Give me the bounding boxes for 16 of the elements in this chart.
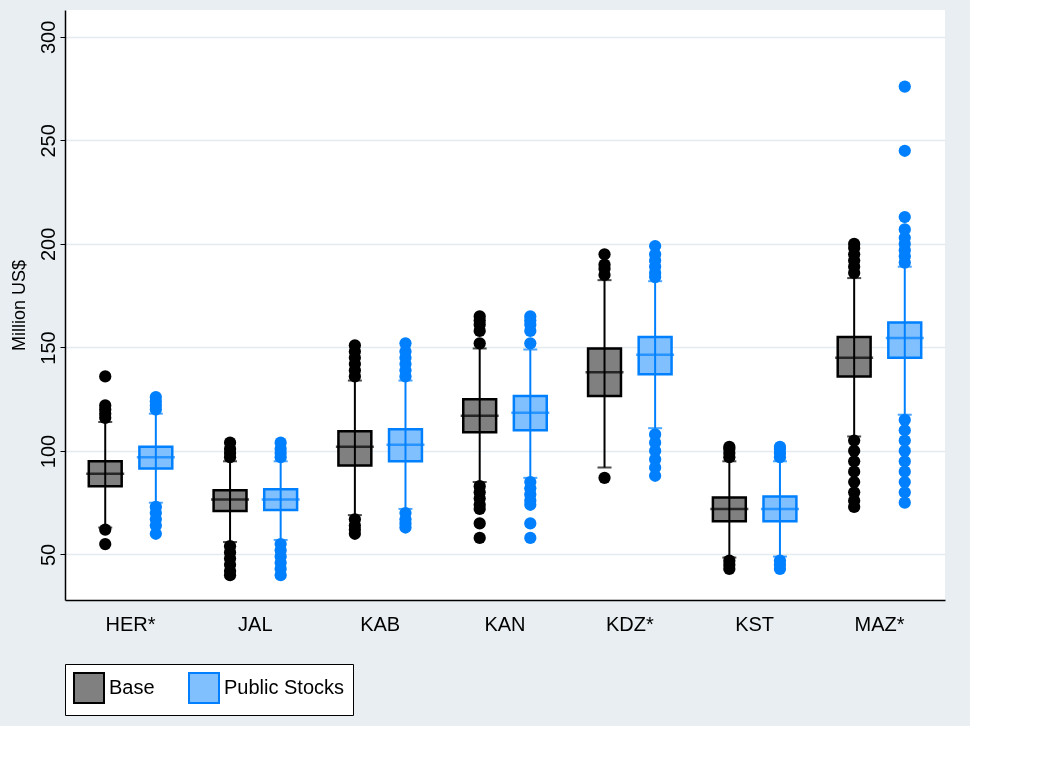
legend-label: Public Stocks <box>224 676 345 698</box>
legend-label: Base <box>109 676 155 698</box>
y-tick-label: 50 <box>36 543 59 567</box>
y-tick-label: 250 <box>36 124 59 158</box>
y-tick-label: 200 <box>36 227 59 262</box>
x-tick-label: KAN <box>484 612 526 635</box>
y-axis-title: Million US$ <box>8 259 29 352</box>
y-tick-label: 300 <box>36 20 59 55</box>
x-tick-label: JAL <box>238 612 273 635</box>
x-tick-label: HER* <box>105 612 156 635</box>
x-tick-label: KAB <box>360 612 401 635</box>
x-tick-label: MAZ* <box>854 612 905 635</box>
y-tick-label: 100 <box>36 434 59 469</box>
x-tick-label: KST <box>735 612 775 635</box>
x-tick-label: KDZ* <box>605 612 654 635</box>
y-tick-label: 150 <box>36 331 59 365</box>
